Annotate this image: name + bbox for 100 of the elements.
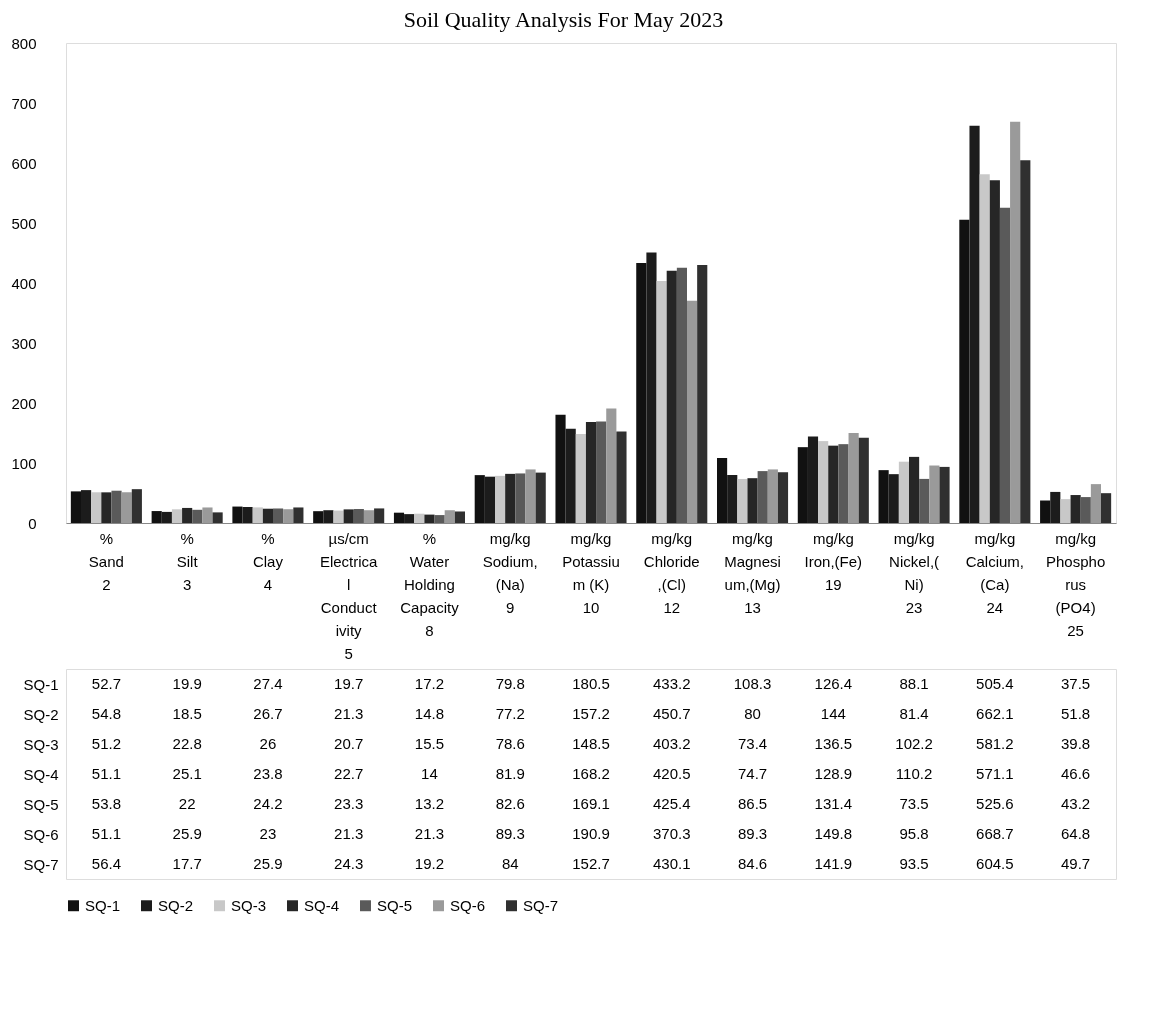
- x-tick-label: mg/kg Magnesi um,(Mg) 13: [724, 529, 781, 616]
- data-label: 450.7: [653, 705, 691, 722]
- bar: [1060, 499, 1071, 523]
- bar: [515, 473, 526, 523]
- bar: [909, 456, 920, 523]
- legend-label: SQ-5: [377, 896, 413, 914]
- bar: [363, 510, 375, 523]
- legend-label: SQ-6: [450, 896, 486, 914]
- bar: [182, 507, 193, 523]
- data-label: 73.4: [737, 735, 768, 752]
- data-label: 430.1: [653, 855, 691, 872]
- data-label: 79.8: [495, 675, 525, 692]
- bar: [444, 510, 455, 523]
- bar: [979, 174, 990, 523]
- x-tick-label: % Clay 4: [252, 529, 284, 593]
- data-label: 126.4: [814, 675, 853, 692]
- bar: [575, 433, 586, 523]
- bar: [1101, 493, 1112, 523]
- y-tick-label: 500: [11, 214, 37, 232]
- x-tick-label: mg/kg Nickel,( Ni) 23: [889, 529, 940, 616]
- data-label: 18.5: [172, 705, 202, 722]
- bar: [676, 267, 687, 523]
- y-tick-label: 400: [11, 274, 37, 292]
- data-label: 128.9: [814, 765, 853, 782]
- data-label: 149.8: [814, 825, 853, 842]
- data-label: 88.1: [899, 675, 929, 692]
- bar: [596, 421, 607, 523]
- data-label: 23.3: [334, 795, 364, 812]
- bar: [121, 492, 132, 523]
- bar: [767, 469, 778, 523]
- data-label: 15.5: [414, 735, 445, 752]
- bar: [777, 472, 789, 523]
- data-label: 51.1: [91, 825, 121, 842]
- data-label: 81.9: [495, 765, 525, 782]
- bar: [505, 473, 516, 523]
- data-label: 19.9: [172, 675, 202, 692]
- y-tick-label: 700: [11, 94, 37, 112]
- data-label: 425.4: [653, 795, 691, 812]
- data-label: 80: [744, 705, 761, 722]
- data-label: 25.9: [253, 855, 283, 872]
- legend-label: SQ-4: [304, 896, 340, 914]
- data-label: 43.2: [1061, 795, 1091, 812]
- x-tick-label: mg/kg Iron,(Fe) 19: [804, 529, 863, 593]
- bar: [414, 513, 425, 523]
- bar: [171, 509, 183, 523]
- bar: [91, 492, 102, 523]
- data-label: 23: [259, 825, 277, 842]
- y-tick-label: 300: [11, 334, 37, 352]
- bar: [1010, 121, 1021, 523]
- x-tick-label: % Silt 3: [176, 529, 199, 593]
- data-label: 24.2: [253, 795, 283, 812]
- data-label: 17.2: [414, 675, 445, 692]
- bar: [495, 475, 506, 523]
- bar: [434, 515, 445, 523]
- bar: [525, 469, 536, 523]
- bar: [252, 507, 263, 523]
- data-label: 93.5: [899, 855, 929, 872]
- data-label: 157.2: [572, 705, 610, 722]
- data-label: 168.2: [572, 765, 610, 782]
- data-label: 54.8: [91, 705, 121, 722]
- data-label: 26.7: [253, 705, 283, 722]
- data-label: 19.2: [414, 855, 445, 872]
- bar: [616, 431, 627, 523]
- bar: [1080, 497, 1091, 523]
- text: SQ-1: [23, 675, 59, 693]
- x-tick-label: mg/kg Potassiu m (K) 10: [562, 529, 620, 616]
- data-label: 89.3: [737, 825, 768, 842]
- data-label: 95.8: [899, 825, 929, 842]
- bar: [1090, 484, 1101, 523]
- bar: [273, 508, 284, 523]
- data-label: 51.2: [91, 735, 121, 752]
- data-label: 420.5: [653, 765, 691, 782]
- bar: [131, 489, 142, 523]
- data-label: 190.9: [572, 825, 610, 842]
- bar: [989, 180, 1000, 523]
- data-label: 141.9: [814, 855, 853, 872]
- data-label: 39.8: [1061, 735, 1091, 752]
- text: SQ-5: [23, 795, 59, 813]
- text: SQ-2: [23, 705, 59, 723]
- bar: [333, 510, 344, 523]
- bar: [999, 207, 1011, 523]
- data-label: 24.3: [334, 855, 364, 872]
- bar: [585, 422, 597, 523]
- data-label: 25.9: [172, 825, 202, 842]
- data-label: 81.4: [899, 705, 929, 722]
- x-tick-label: mg/kg Sodium, (Na) 9: [482, 529, 538, 616]
- data-label: 433.2: [653, 675, 691, 692]
- legend-label: SQ-2: [158, 896, 194, 914]
- data-label: 505.4: [976, 675, 1014, 692]
- bar: [111, 490, 122, 523]
- bar: [757, 471, 768, 523]
- y-tick-label: 600: [11, 154, 37, 172]
- chart-title: Soil Quality Analysis For May 2023: [403, 6, 724, 32]
- legend-label: SQ-1: [85, 896, 121, 914]
- bar: [697, 264, 708, 523]
- bar: [666, 270, 677, 523]
- bar: [343, 509, 354, 523]
- bar: [919, 478, 930, 523]
- data-label: 78.6: [495, 735, 525, 752]
- data-label: 51.8: [1061, 705, 1091, 722]
